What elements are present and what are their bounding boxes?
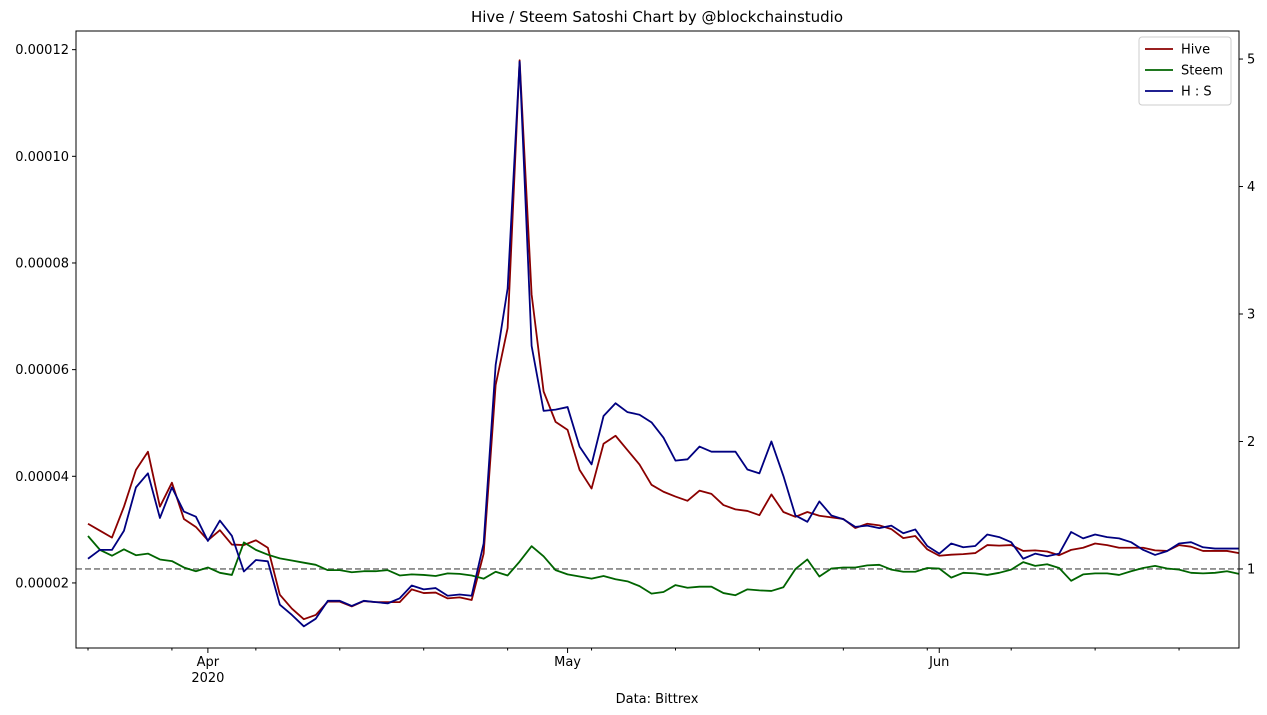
legend-box	[1138, 36, 1232, 106]
left-y-axis: 0.00002 0.00004 0.00006 0.00008 0.00010 0.000…	[15, 43, 76, 591]
x-tick-sublabel: 2020	[191, 671, 224, 686]
left-y-tick-label: 0.00006	[15, 363, 69, 378]
right-y-tick-label: 2	[1247, 435, 1255, 450]
left-y-tick-label: 0.00004	[15, 470, 69, 485]
legend: Hive Steem H : S	[1138, 36, 1232, 106]
left-y-tick-label: 0.00010	[15, 150, 69, 165]
left-y-tick-label: 0.00012	[15, 43, 69, 58]
series-line-hive	[87, 59, 1240, 621]
right-y-tick-label: 3	[1247, 308, 1255, 323]
right-y-tick-label: 1	[1247, 562, 1255, 577]
plot-area	[76, 59, 1240, 628]
right-y-axis: 1 2 3 4 5	[1239, 53, 1255, 577]
legend-entry: Hive	[1181, 43, 1210, 58]
left-y-tick-label: 0.00002	[15, 576, 69, 591]
series-line-steem	[87, 535, 1240, 597]
right-y-tick-label: 4	[1247, 180, 1255, 195]
x-tick-label: Apr	[197, 655, 220, 670]
plot-frame	[75, 30, 1240, 649]
right-y-tick-label: 5	[1247, 53, 1255, 68]
legend-entry: Steem	[1181, 64, 1223, 79]
series-line-h-s	[87, 60, 1239, 628]
x-tick-label: Jun	[928, 655, 949, 670]
x-axis-label: Data: Bittrex	[616, 692, 699, 707]
left-y-tick-label: 0.00008	[15, 256, 69, 271]
x-tick-label: May	[554, 655, 581, 670]
chart-title: Hive / Steem Satoshi Chart by @blockchai…	[471, 8, 843, 26]
legend-entry: H : S	[1181, 85, 1212, 100]
